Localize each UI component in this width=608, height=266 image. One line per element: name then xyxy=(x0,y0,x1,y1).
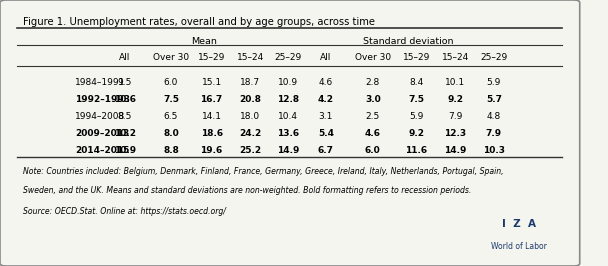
Text: All: All xyxy=(320,53,331,62)
Text: 14.9: 14.9 xyxy=(277,146,299,155)
Text: 25.2: 25.2 xyxy=(240,146,261,155)
Text: 5.9: 5.9 xyxy=(409,112,423,121)
Text: 7.5: 7.5 xyxy=(163,95,179,104)
Text: 25–29: 25–29 xyxy=(480,53,508,62)
Text: 5.7: 5.7 xyxy=(486,95,502,104)
Text: 16.7: 16.7 xyxy=(201,95,223,104)
Text: 9.5: 9.5 xyxy=(117,78,132,87)
Text: 8.5: 8.5 xyxy=(117,112,132,121)
Text: 8.4: 8.4 xyxy=(409,78,423,87)
Text: 13.6: 13.6 xyxy=(277,129,299,138)
Text: 18.6: 18.6 xyxy=(201,129,223,138)
Text: Source: OECD.Stat. Online at: https://stats.oecd.org/: Source: OECD.Stat. Online at: https://st… xyxy=(23,207,226,217)
Text: 19.6: 19.6 xyxy=(201,146,223,155)
Text: 14.9: 14.9 xyxy=(444,146,466,155)
Text: Over 30: Over 30 xyxy=(354,53,391,62)
Text: 11.6: 11.6 xyxy=(405,146,427,155)
Text: 24.2: 24.2 xyxy=(240,129,261,138)
Text: 10.3: 10.3 xyxy=(483,146,505,155)
Text: I  Z  A: I Z A xyxy=(502,219,536,230)
Text: 1984–1991: 1984–1991 xyxy=(75,78,126,87)
Text: 10.2: 10.2 xyxy=(114,129,136,138)
Text: Figure 1. Unemployment rates, overall and by age groups, across time: Figure 1. Unemployment rates, overall an… xyxy=(23,17,375,27)
Text: All: All xyxy=(119,53,130,62)
Text: 4.6: 4.6 xyxy=(319,78,333,87)
Text: 10.1: 10.1 xyxy=(445,78,465,87)
Text: 15–24: 15–24 xyxy=(237,53,264,62)
Text: 7.5: 7.5 xyxy=(408,95,424,104)
Text: Over 30: Over 30 xyxy=(153,53,189,62)
Text: 18.7: 18.7 xyxy=(240,78,260,87)
Text: 6.7: 6.7 xyxy=(318,146,334,155)
Text: 7.9: 7.9 xyxy=(486,129,502,138)
Text: 25–29: 25–29 xyxy=(274,53,302,62)
Text: 6.0: 6.0 xyxy=(365,146,381,155)
Text: 2.8: 2.8 xyxy=(365,78,380,87)
Text: 7.9: 7.9 xyxy=(448,112,462,121)
Text: 2014–2015: 2014–2015 xyxy=(75,146,130,155)
Text: 15–29: 15–29 xyxy=(198,53,226,62)
Text: 1992–1993: 1992–1993 xyxy=(75,95,130,104)
Text: 12.3: 12.3 xyxy=(444,129,466,138)
Text: 4.2: 4.2 xyxy=(318,95,334,104)
Text: 10.6: 10.6 xyxy=(114,95,136,104)
Text: 15–24: 15–24 xyxy=(441,53,469,62)
Text: 15–29: 15–29 xyxy=(402,53,430,62)
Text: 3.0: 3.0 xyxy=(365,95,381,104)
Text: 6.0: 6.0 xyxy=(164,78,178,87)
Text: 2009–2013: 2009–2013 xyxy=(75,129,130,138)
Text: Sweden, and the UK. Means and standard deviations are non-weighted. Bold formatt: Sweden, and the UK. Means and standard d… xyxy=(23,186,472,195)
Text: 8.8: 8.8 xyxy=(163,146,179,155)
Text: World of Labor: World of Labor xyxy=(491,242,547,251)
Text: 9.2: 9.2 xyxy=(408,129,424,138)
Text: 6.5: 6.5 xyxy=(164,112,178,121)
Text: 3.1: 3.1 xyxy=(319,112,333,121)
Text: 10.9: 10.9 xyxy=(278,78,298,87)
Text: Mean: Mean xyxy=(192,37,217,46)
Text: Note: Countries included: Belgium, Denmark, Finland, France, Germany, Greece, Ir: Note: Countries included: Belgium, Denma… xyxy=(23,167,504,176)
Text: 10.9: 10.9 xyxy=(114,146,136,155)
Text: 15.1: 15.1 xyxy=(201,78,222,87)
Text: 1994–2008: 1994–2008 xyxy=(75,112,126,121)
Text: 18.0: 18.0 xyxy=(240,112,260,121)
Text: 2.5: 2.5 xyxy=(365,112,380,121)
Text: 8.0: 8.0 xyxy=(163,129,179,138)
Text: 9.2: 9.2 xyxy=(447,95,463,104)
FancyBboxPatch shape xyxy=(0,0,579,266)
Text: Standard deviation: Standard deviation xyxy=(364,37,454,46)
Text: 10.4: 10.4 xyxy=(278,112,298,121)
Text: 14.1: 14.1 xyxy=(202,112,221,121)
Text: 4.8: 4.8 xyxy=(487,112,501,121)
Text: 5.4: 5.4 xyxy=(318,129,334,138)
Text: 12.8: 12.8 xyxy=(277,95,299,104)
Text: 4.6: 4.6 xyxy=(365,129,381,138)
Text: 20.8: 20.8 xyxy=(240,95,261,104)
Text: 5.9: 5.9 xyxy=(487,78,501,87)
